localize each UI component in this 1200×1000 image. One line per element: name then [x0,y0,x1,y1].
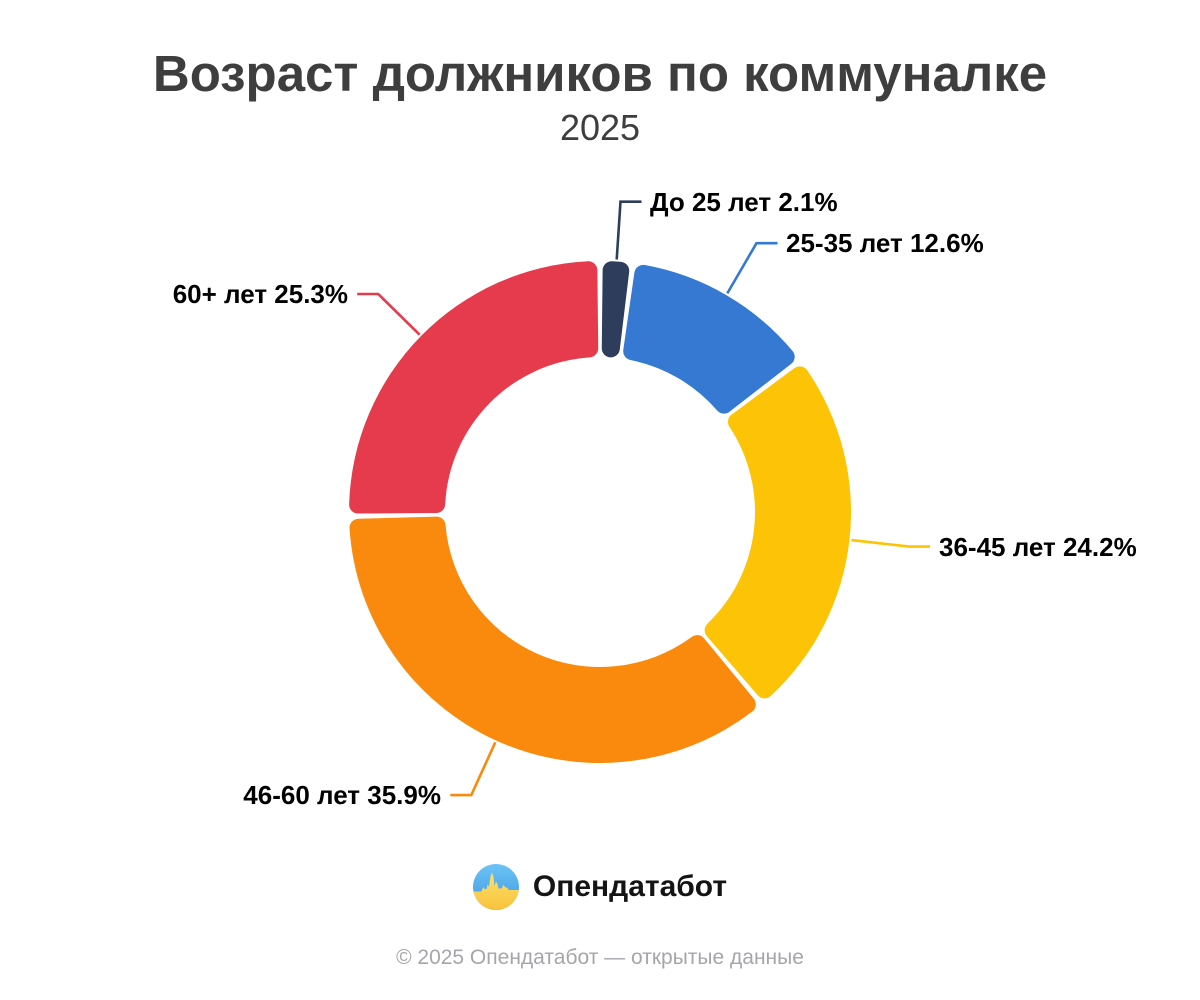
label-slice-2: 36-45 лет 24.2% [939,532,1137,562]
page-title: Возраст должников по коммуналке [152,45,1048,102]
leader-line-slice-4 [357,292,421,336]
donut-slice-2 [704,366,852,699]
leader-line-slice-2 [851,538,931,548]
copyright-note: © 2025 Опендатабот — открытые данные [396,946,804,969]
label-slice-4: 60+ лет 25.3% [172,279,348,309]
label-slice-1: 25-35 лет 12.6% [786,228,984,258]
label-slice-0: До 25 лет 2.1% [650,187,838,217]
leader-line-slice-1 [726,241,778,295]
donut-slice-3 [349,516,756,764]
brand-logo-row: Опендатабот [0,864,1200,910]
opendatabot-logo-icon [472,864,519,910]
brand-logo-text: Опендатабот [532,870,728,903]
donut-slice-4 [349,261,599,514]
leader-line-slice-0 [615,200,642,260]
donut-slice-0 [601,261,630,358]
leader-line-slice-3 [450,741,497,797]
page-subtitle: 2025 [559,107,641,148]
donut-slice-1 [623,264,795,414]
label-slice-3: 46-60 лет 35.9% [243,780,441,810]
